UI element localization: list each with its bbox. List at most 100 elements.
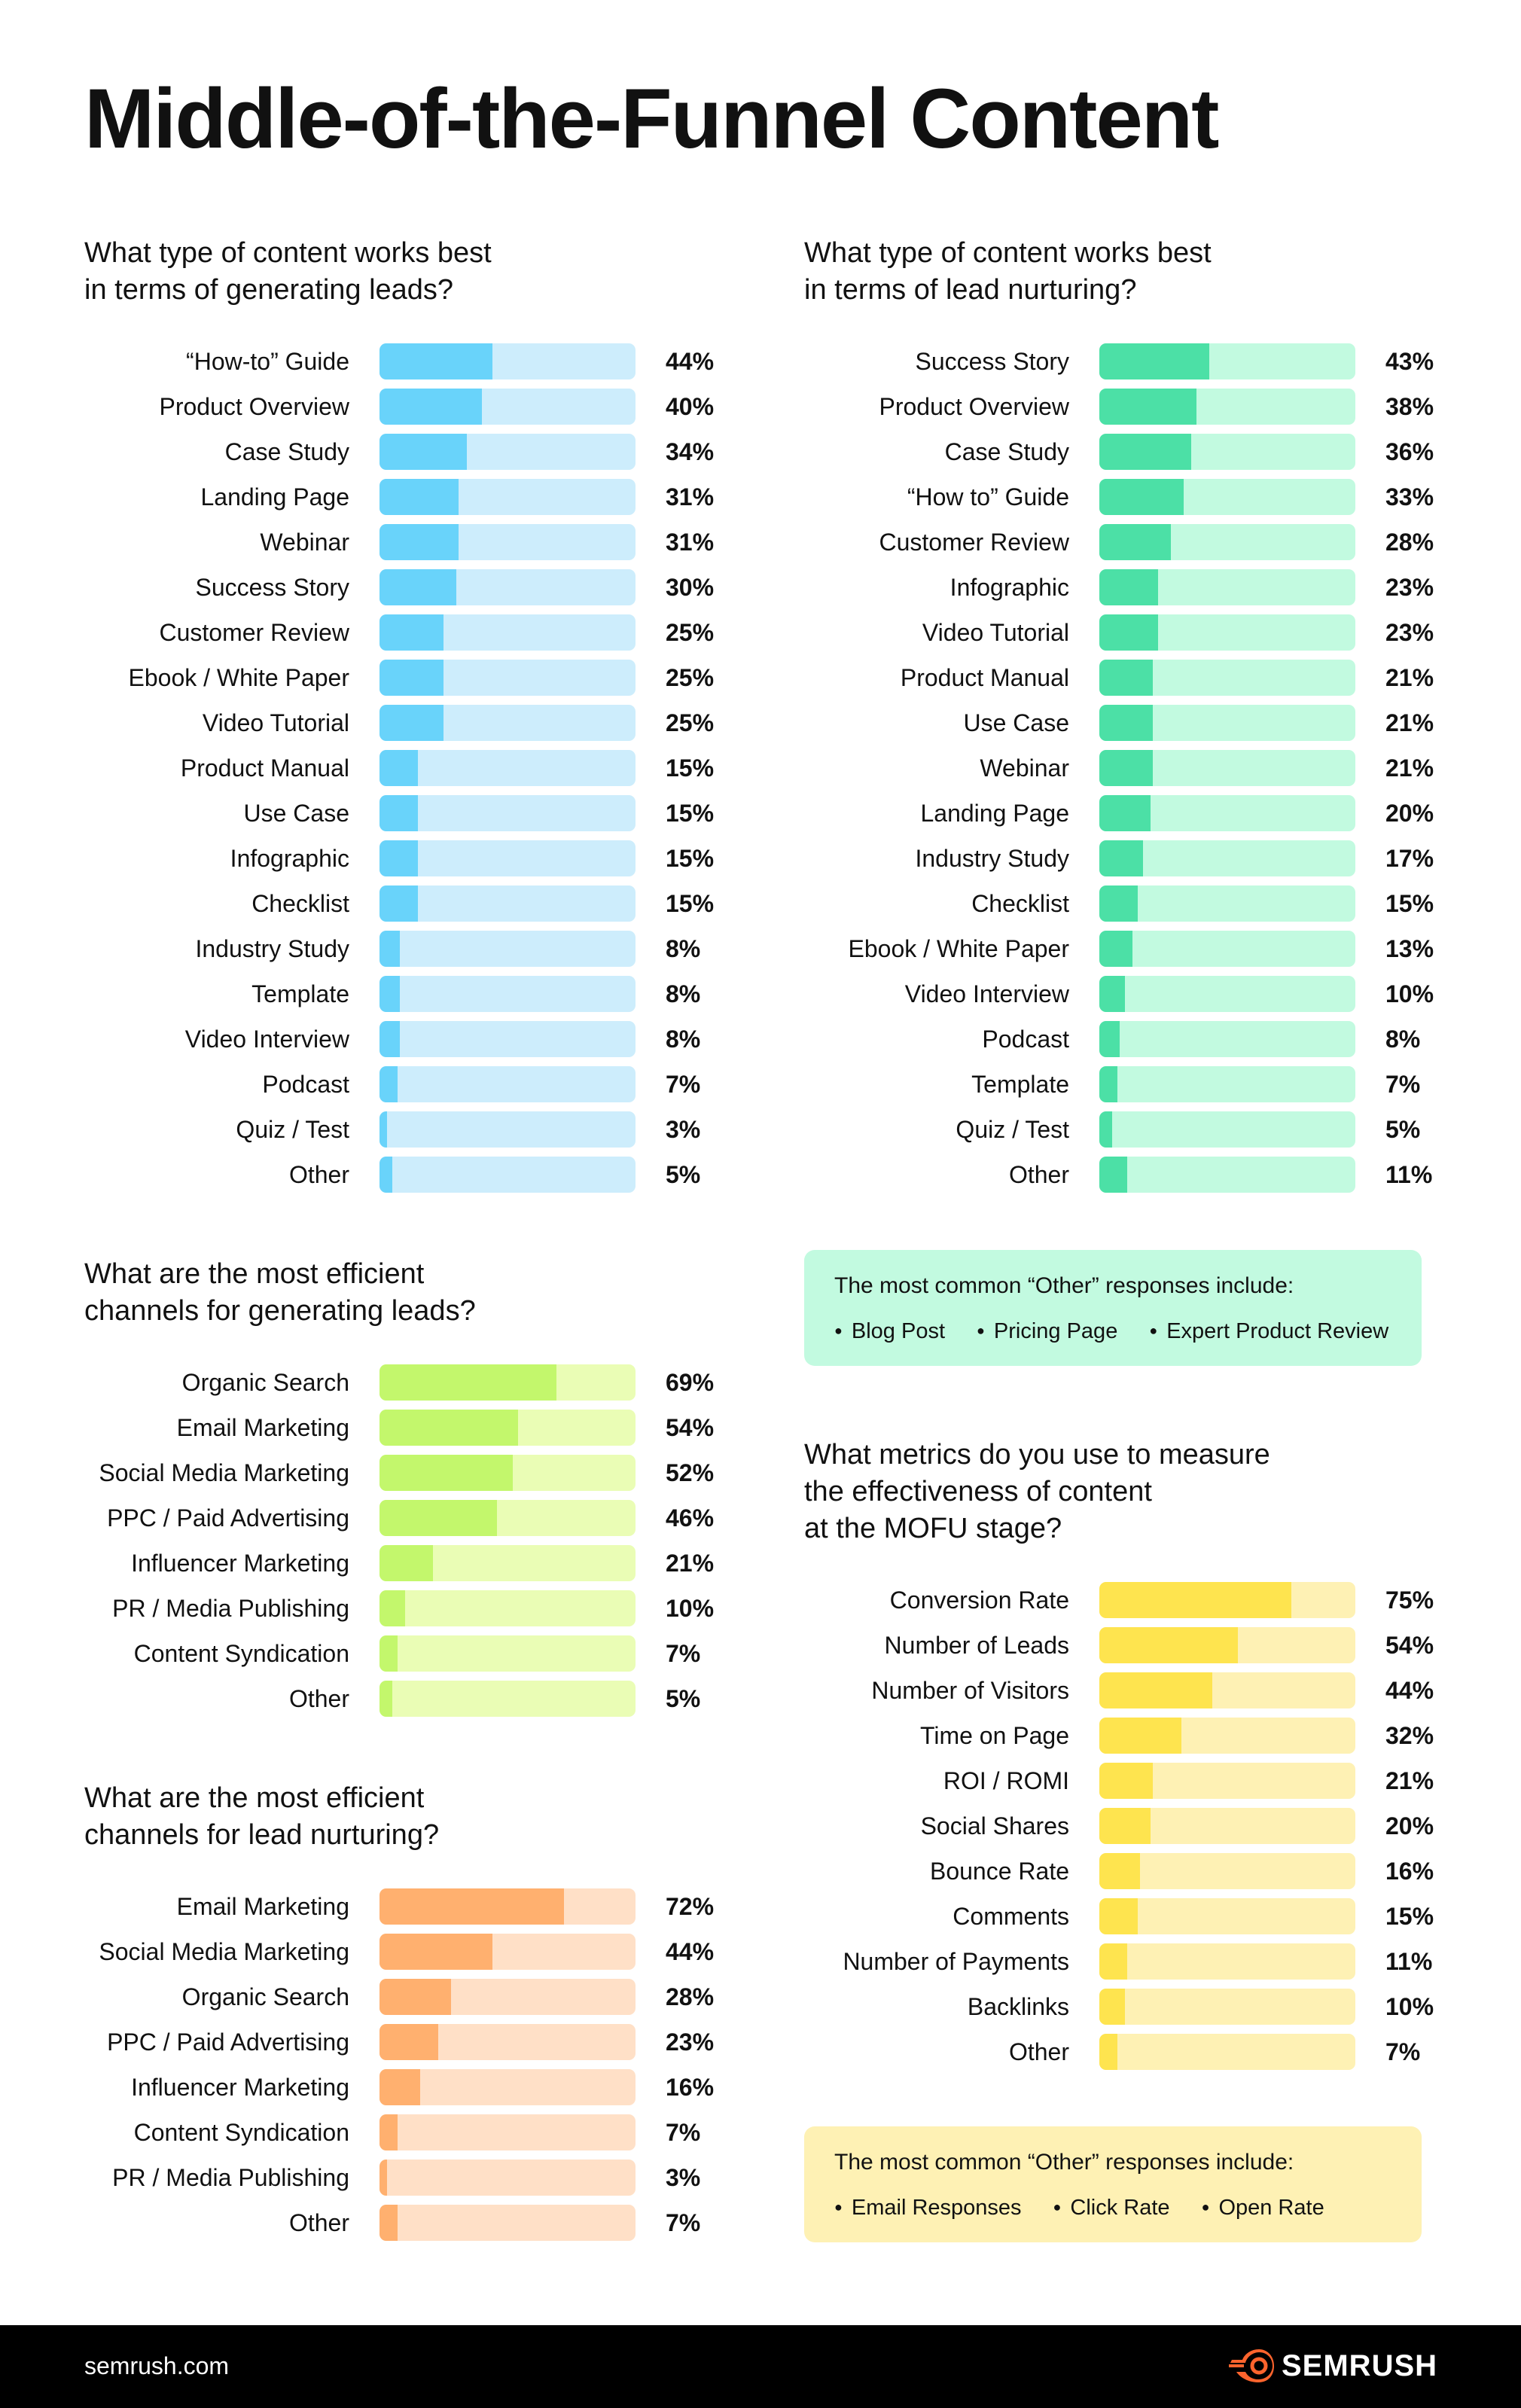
- note-text: The most common “Other” responses includ…: [834, 2150, 1294, 2175]
- bar-track: [379, 2114, 636, 2150]
- bar-track: [1099, 1021, 1355, 1057]
- bar: [379, 479, 459, 515]
- bar-track: [1099, 479, 1355, 515]
- bar-row: Webinar 31%: [84, 524, 732, 560]
- chart-content-generating-leads: What type of content works best in terms…: [84, 235, 732, 1193]
- bar-track: [1099, 931, 1355, 967]
- bar: [379, 434, 467, 470]
- bar-track: [1099, 795, 1355, 831]
- bar-row: Quiz / Test 3%: [84, 1111, 732, 1148]
- semrush-logo[interactable]: SEMRUSH: [1227, 2346, 1437, 2385]
- category-label: Case Study: [224, 438, 349, 465]
- bar-row: Success Story 30%: [84, 569, 732, 605]
- bar-track: [379, 2069, 636, 2105]
- bar-track: [379, 2205, 636, 2241]
- bar-track: [379, 976, 636, 1012]
- bar-row: Success Story 43%: [804, 343, 1452, 379]
- bar-track: [379, 1934, 636, 1970]
- bar: [1099, 1066, 1117, 1102]
- bar: [379, 976, 400, 1012]
- bar: [1099, 976, 1125, 1012]
- bar-row: Influencer Marketing 21%: [84, 1545, 732, 1581]
- category-label: Video Interview: [904, 980, 1069, 1007]
- category-label: Product Overview: [159, 393, 349, 420]
- bar: [1099, 795, 1151, 831]
- bar-row: Checklist 15%: [84, 885, 732, 922]
- category-label: Infographic: [949, 574, 1069, 601]
- bar-track: [1099, 569, 1355, 605]
- value-label: 25%: [666, 664, 715, 691]
- bar-row: Ebook / White Paper 13%: [804, 931, 1452, 967]
- value-label: 7%: [666, 2209, 701, 2236]
- chart-mofu-metrics: What metrics do you use to measure the e…: [804, 1437, 1452, 2070]
- value-label: 3%: [666, 1116, 701, 1143]
- bar-track: [1099, 2034, 1355, 2070]
- chart-content-lead-nurturing: What type of content works best in terms…: [804, 235, 1452, 1193]
- bar: [1099, 1582, 1291, 1618]
- bar: [379, 2114, 398, 2150]
- value-label: 7%: [1385, 2038, 1421, 2065]
- bar-track: [379, 524, 636, 560]
- bar-track: [1099, 1898, 1355, 1934]
- value-label: 36%: [1385, 438, 1434, 465]
- value-label: 3%: [666, 2164, 701, 2191]
- bar: [1099, 1718, 1181, 1754]
- bar-track: [1099, 840, 1355, 876]
- value-label: 21%: [1385, 709, 1434, 736]
- footer-site-link[interactable]: semrush.com: [84, 2352, 230, 2379]
- bar-row: “How to” Guide 33%: [804, 479, 1452, 515]
- value-label: 10%: [1385, 980, 1434, 1007]
- category-label: Influencer Marketing: [131, 1550, 349, 1577]
- category-label: Landing Page: [200, 483, 349, 511]
- bar-row: Template 7%: [804, 1066, 1452, 1102]
- bar-row: Social Media Marketing 44%: [84, 1934, 732, 1970]
- category-label: Quiz / Test: [956, 1116, 1069, 1143]
- bar-row: Social Media Marketing 52%: [84, 1455, 732, 1491]
- value-label: 11%: [1385, 1948, 1433, 1975]
- category-label: Organic Search: [181, 1983, 349, 2010]
- bar-track: [379, 2024, 636, 2060]
- value-label: 21%: [1385, 754, 1434, 782]
- value-label: 23%: [1385, 619, 1434, 646]
- bar-row: Use Case 21%: [804, 705, 1452, 741]
- category-label: Use Case: [963, 709, 1070, 736]
- bar-row: Other 7%: [84, 2205, 732, 2241]
- bar-track: [1099, 1627, 1355, 1663]
- bar: [379, 1500, 497, 1536]
- category-label: Number of Leads: [884, 1632, 1069, 1659]
- value-label: 44%: [1385, 1677, 1434, 1704]
- note-item: Expert Product Review: [1149, 1316, 1388, 1349]
- category-label: Webinar: [980, 754, 1069, 782]
- bar-track: [1099, 1672, 1355, 1708]
- chart-title: What type of content works best in terms…: [84, 237, 492, 306]
- category-label: Other: [1008, 1161, 1069, 1188]
- bar-track: [379, 1157, 636, 1193]
- bar-row: Number of Visitors 44%: [804, 1672, 1452, 1708]
- chart-title: What are the most efficient channels for…: [84, 1258, 476, 1327]
- other-responses-note-nurturing: The most common “Other” responses includ…: [804, 1250, 1422, 1366]
- bar-track: [1099, 1853, 1355, 1889]
- bar: [1099, 569, 1158, 605]
- note-item: Open Rate: [1202, 2193, 1324, 2225]
- value-label: 31%: [666, 529, 715, 556]
- value-label: 20%: [1385, 1812, 1434, 1840]
- bar-row: Webinar 21%: [804, 750, 1452, 786]
- bar-track: [379, 705, 636, 741]
- category-label: “How to” Guide: [907, 483, 1069, 511]
- value-label: 16%: [1385, 1858, 1434, 1885]
- bar: [1099, 479, 1184, 515]
- value-label: 21%: [1385, 664, 1434, 691]
- bar-track: [379, 1066, 636, 1102]
- bar: [1099, 840, 1143, 876]
- bar: [379, 1545, 433, 1581]
- value-label: 31%: [666, 483, 715, 511]
- bar: [1099, 1763, 1153, 1799]
- bar-row: Video Interview 10%: [804, 976, 1452, 1012]
- value-label: 46%: [666, 1504, 715, 1532]
- bar: [379, 389, 482, 425]
- bar-row: Social Shares 20%: [804, 1808, 1452, 1844]
- category-label: Quiz / Test: [236, 1116, 349, 1143]
- bar-row: Video Tutorial 23%: [804, 614, 1452, 651]
- value-label: 15%: [666, 754, 715, 782]
- value-label: 23%: [1385, 574, 1434, 601]
